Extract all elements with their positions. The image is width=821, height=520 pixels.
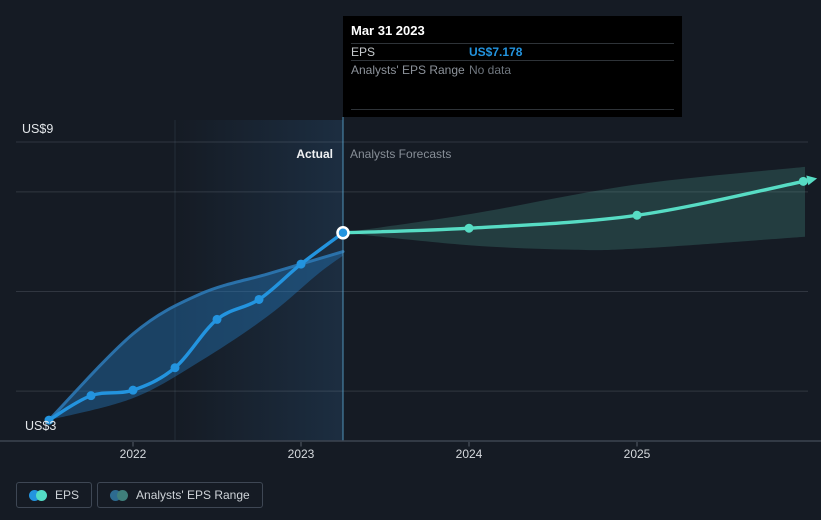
forecast-arrow-icon <box>806 175 818 186</box>
tooltip-analysts-range-label: Analysts' EPS Range <box>351 63 465 77</box>
y-axis-label-top: US$9 <box>22 122 54 136</box>
legend-analysts-range-label: Analysts' EPS Range <box>136 488 250 502</box>
eps-line-forecast <box>341 179 805 235</box>
tooltip-row-eps: EPS US$7.178 <box>351 44 674 61</box>
eps-point-actual[interactable] <box>170 363 180 373</box>
eps-point-actual[interactable] <box>44 415 54 425</box>
eps-point-forecast[interactable] <box>464 223 474 233</box>
x-tick-label-2025: 2025 <box>623 447 651 461</box>
region-label-actual: Actual <box>296 147 333 161</box>
tooltip-eps-label: EPS <box>351 45 376 59</box>
y-axis-label-bottom: US$3 <box>25 419 57 433</box>
legend-eps-label: EPS <box>55 488 80 502</box>
actual-period-highlight <box>175 120 343 441</box>
x-tick-label-2022: 2022 <box>119 447 147 461</box>
range-band-upper-edge <box>47 250 345 422</box>
plot-area <box>47 166 805 422</box>
x-axis-tick-labels: 2022 2023 2024 2025 <box>0 447 821 463</box>
eps-point-actual[interactable] <box>212 314 222 324</box>
eps-series-swatch-icon <box>29 489 47 501</box>
tooltip-eps-value: US$7.178 <box>469 45 523 59</box>
eps-point-actual[interactable] <box>128 385 138 395</box>
x-tick-label-2024: 2024 <box>455 447 483 461</box>
region-label-forecasts: Analysts Forecasts <box>350 147 452 161</box>
tooltip-date-title: Mar 31 2023 <box>351 16 674 44</box>
tooltip-analysts-range-value: No data <box>469 63 512 77</box>
tooltip-divider <box>351 109 674 110</box>
x-tick-label-2023: 2023 <box>287 447 315 461</box>
chart-legend: EPS Analysts' EPS Range <box>16 482 263 508</box>
analysts-range-swatch-icon <box>110 489 129 501</box>
eps-point-actual[interactable] <box>86 391 96 401</box>
eps-point-actual[interactable] <box>254 294 264 304</box>
chart-tooltip: Mar 31 2023 EPS US$7.178 Analysts' EPS R… <box>343 16 682 117</box>
tooltip-row-analysts-range: Analysts' EPS Range No data <box>351 61 674 79</box>
analysts-eps-range-band-forecast <box>343 166 805 251</box>
legend-toggle-analysts-eps-range[interactable]: Analysts' EPS Range <box>97 482 263 508</box>
eps-current-point[interactable] <box>336 226 350 240</box>
eps-line-actual <box>47 231 345 422</box>
eps-point-forecast[interactable] <box>798 176 808 186</box>
eps-point-actual[interactable] <box>296 259 306 269</box>
legend-toggle-eps[interactable]: EPS <box>16 482 93 508</box>
eps-point-forecast[interactable] <box>632 210 642 220</box>
